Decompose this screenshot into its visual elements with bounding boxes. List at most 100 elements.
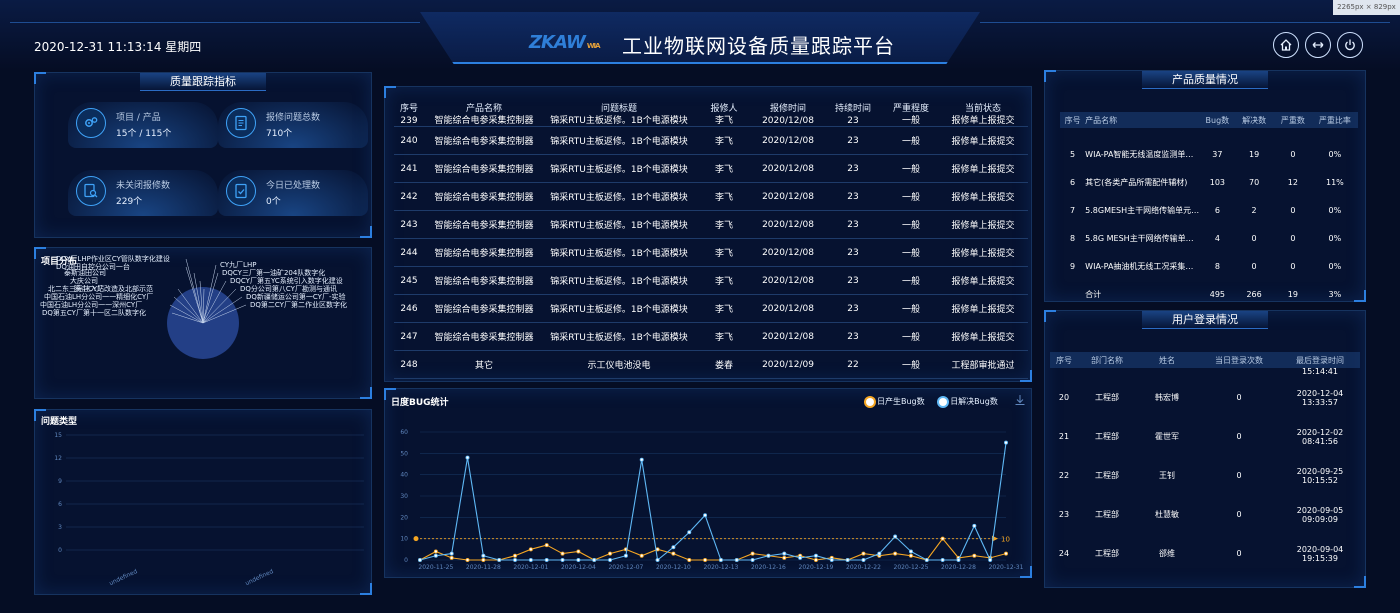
data-point[interactable] [734,557,739,562]
data-point[interactable] [481,557,486,562]
home-button[interactable] [1273,32,1299,58]
data-point[interactable] [893,534,898,539]
table-row[interactable]: 8 5.8G MESH主干网络传输单… 4 0 0 0% [1060,224,1358,252]
table-row[interactable]: 22 工程部 王钊 0 2020-09-25 10:15:52 [1050,456,1360,495]
data-point[interactable] [608,557,613,562]
data-point[interactable] [718,557,723,562]
data-point[interactable] [639,457,644,462]
data-point[interactable] [908,553,913,558]
data-point[interactable] [671,551,676,556]
data-point[interactable] [766,553,771,558]
data-point[interactable] [1004,440,1009,445]
kpi-value: 0个 [266,197,281,207]
data-point[interactable] [687,557,692,562]
data-point[interactable] [449,555,454,560]
table-cell: 一般 [884,126,938,155]
data-point[interactable] [655,557,660,562]
data-point[interactable] [465,557,470,562]
data-point[interactable] [592,557,597,562]
data-point[interactable] [813,553,818,558]
table-row[interactable]: 6 其它(各类产品所需配件辅材) 103 70 12 11% [1060,168,1358,196]
data-point[interactable] [861,557,866,562]
table-cell: 6 [1214,205,1220,215]
data-point[interactable] [940,557,945,562]
data-point[interactable] [639,553,644,558]
data-point[interactable] [972,523,977,528]
data-point[interactable] [924,557,929,562]
legend-item-solved[interactable]: 日解决Bug数 [939,397,998,406]
data-point[interactable] [481,553,486,558]
table-row[interactable]: 242 智能综合电参采集控制器 锦采RTU主板返修。1B个电源模块 李飞 2020/12… [394,182,1028,211]
data-point[interactable] [465,455,470,460]
data-point[interactable] [576,549,581,554]
fullscreen-button[interactable] [1305,32,1331,58]
data-point[interactable] [988,557,993,562]
kpi-today-processed[interactable]: 今日已处理数 0个 [218,170,368,216]
data-point[interactable] [449,551,454,556]
data-point[interactable] [608,551,613,556]
data-point[interactable] [956,557,961,562]
data-point[interactable] [497,557,502,562]
data-point[interactable] [877,551,882,556]
table-row[interactable]: 247 智能综合电参采集控制器 锦采RTU主板返修。1B个电源模块 李飞 2020/12… [394,322,1028,351]
data-point[interactable] [433,553,438,558]
data-point[interactable] [782,551,787,556]
data-point[interactable] [750,557,755,562]
data-point[interactable] [623,553,628,558]
data-point[interactable] [908,549,913,554]
table-row[interactable]: 245 智能综合电参采集控制器 锦采RTU主板返修。1B个电源模块 李飞 2020/12… [394,266,1028,295]
table-row[interactable]: 248 其它 示工仪电池没电 娄春 2020/12/09 22 一般 工程部审批通过 [394,350,1028,379]
data-point[interactable] [703,513,708,518]
legend-dot-icon [866,397,874,406]
chart-legend[interactable]: 日产生Bug数 日解决Bug数 [866,396,998,407]
download-icon[interactable] [1014,394,1026,406]
data-point[interactable] [829,557,834,562]
data-point[interactable] [418,557,423,562]
table-row[interactable]: 244 智能综合电参采集控制器 锦采RTU主板返修。1B个电源模块 李飞 2020/12… [394,238,1028,267]
table-row[interactable]: 5 WIA-PA智能无线温度监测单… 37 19 0 0% [1060,140,1358,168]
data-point[interactable] [560,551,565,556]
y-tick-label: 3 [58,524,62,531]
data-point[interactable] [813,557,818,562]
data-point[interactable] [576,557,581,562]
pie-leader-line [202,264,217,324]
table-row[interactable]: 24 工程部 郤维 0 2020-09-04 19:15:39 [1050,534,1360,573]
data-point[interactable] [940,536,945,541]
power-button[interactable] [1337,32,1363,58]
data-point[interactable] [513,557,518,562]
data-point[interactable] [782,555,787,560]
total-cell: 495 [1209,289,1226,299]
table-row[interactable]: 246 智能综合电参采集控制器 锦采RTU主板返修。1B个电源模块 李飞 2020/12… [394,294,1028,323]
data-point[interactable] [560,557,565,562]
table-row[interactable]: 21 工程部 霍世军 0 2020-12-02 08:41:56 [1050,417,1360,456]
data-point[interactable] [528,547,533,552]
data-point[interactable] [513,553,518,558]
kpi-total-issues[interactable]: 报修问题总数 710个 [218,102,368,148]
data-point[interactable] [528,557,533,562]
data-point[interactable] [750,551,755,556]
table-row[interactable]: 9 WIA-PA抽油机无线工况采集… 8 0 0 0% [1060,252,1358,280]
table-row[interactable]: 23 工程部 杜慧敏 0 2020-09-05 09:09:09 [1050,495,1360,534]
table-row[interactable]: 20 工程部 韩宏博 0 2020-12-04 13:33:57 [1050,378,1360,417]
table-cell: 李飞 [694,154,754,183]
table-row[interactable]: 7 5.8GMESH主干网络传输单元… 6 2 0 0% [1060,196,1358,224]
legend-item-produced[interactable]: 日产生Bug数 [866,397,925,406]
data-point[interactable] [703,557,708,562]
data-point[interactable] [893,551,898,556]
data-point[interactable] [1004,551,1009,556]
table-row[interactable]: 239 智能综合电参采集控制器 锦采RTU主板返修。1B个电源模块 李飞 2020/12… [394,116,1028,127]
data-point[interactable] [544,543,549,548]
table-row[interactable]: 240 智能综合电参采集控制器 锦采RTU主板返修。1B个电源模块 李飞 2020/12… [394,126,1028,155]
kpi-open-issues[interactable]: 未关闭报修数 229个 [68,170,218,216]
data-point[interactable] [972,553,977,558]
table-row[interactable]: 243 智能综合电参采集控制器 锦采RTU主板返修。1B个电源模块 李飞 2020/12… [394,210,1028,239]
data-point[interactable] [861,551,866,556]
data-point[interactable] [798,555,803,560]
data-point[interactable] [845,557,850,562]
data-point[interactable] [433,549,438,554]
kpi-projects[interactable]: 项目 / 产品 15个 / 115个 [68,102,218,148]
table-row[interactable]: 241 智能综合电参采集控制器 锦采RTU主板返修。1B个电源模块 李飞 2020/12… [394,154,1028,183]
data-point[interactable] [671,545,676,550]
data-point[interactable] [544,557,549,562]
data-point[interactable] [687,530,692,535]
